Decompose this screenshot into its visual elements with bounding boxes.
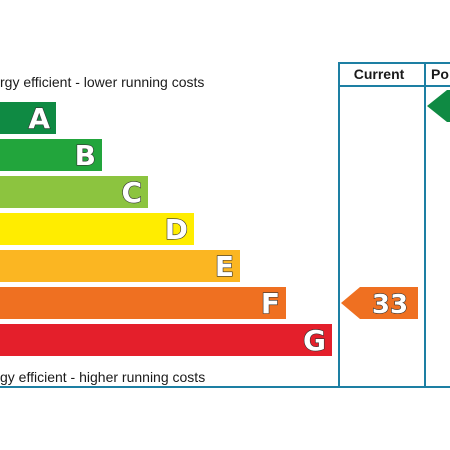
band-bar-b xyxy=(0,139,102,171)
band-letter-g: G xyxy=(303,324,326,357)
band-letter-d: D xyxy=(165,213,188,246)
potential-rating-arrow xyxy=(427,90,450,122)
band-bar-g xyxy=(0,324,332,356)
band-bar-f xyxy=(0,287,286,319)
band-letter-b: B xyxy=(75,139,96,172)
band-bar-e xyxy=(0,250,240,282)
band-bar-a xyxy=(0,102,56,134)
band-bar-d xyxy=(0,213,194,245)
band-letter-c: C xyxy=(121,176,142,209)
top-caption: rgy efficient - lower running costs xyxy=(0,74,204,90)
current-rating-arrow xyxy=(341,287,418,319)
band-bar-c xyxy=(0,176,148,208)
bottom-caption: gy efficient - higher running costs xyxy=(0,369,205,385)
band-letter-a: A xyxy=(28,102,50,135)
current-rating-value: 33 xyxy=(372,290,408,320)
current-column-header: Current xyxy=(354,66,405,82)
current-rating-marker: 33 xyxy=(341,287,418,321)
band-letter-e: E xyxy=(215,250,234,283)
potential-rating-marker xyxy=(427,90,450,122)
potential-column-header: Po xyxy=(431,66,449,82)
band-letter-f: F xyxy=(261,287,280,320)
